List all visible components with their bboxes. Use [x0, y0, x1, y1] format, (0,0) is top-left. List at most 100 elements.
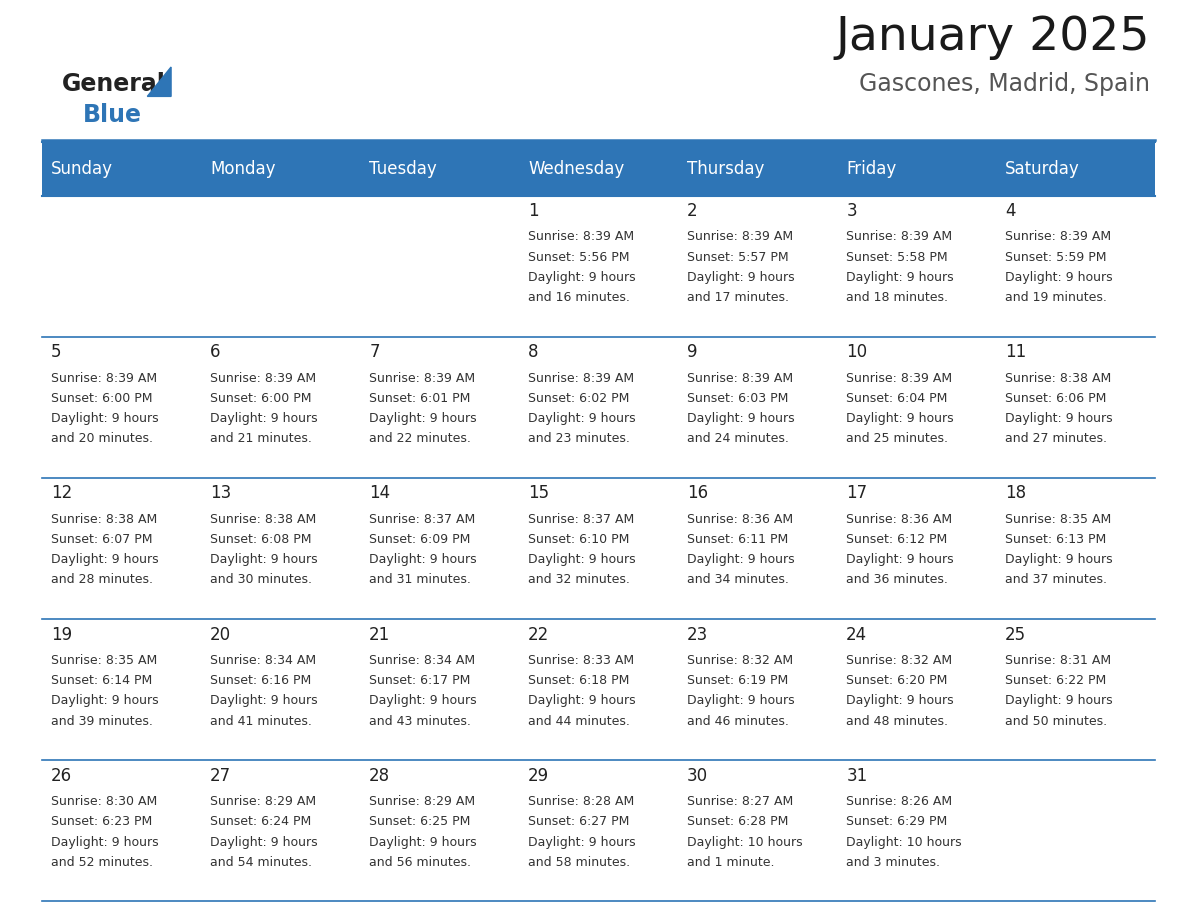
- Text: Sunset: 6:22 PM: Sunset: 6:22 PM: [1005, 674, 1106, 688]
- Text: 20: 20: [210, 625, 232, 644]
- Text: Daylight: 9 hours: Daylight: 9 hours: [846, 412, 954, 425]
- Bar: [836, 337, 996, 478]
- Text: Daylight: 10 hours: Daylight: 10 hours: [687, 835, 803, 848]
- Bar: [677, 337, 836, 478]
- Text: Daylight: 9 hours: Daylight: 9 hours: [687, 694, 795, 708]
- Text: Sunset: 6:11 PM: Sunset: 6:11 PM: [687, 533, 789, 546]
- Text: 1: 1: [529, 202, 539, 220]
- Text: Daylight: 9 hours: Daylight: 9 hours: [210, 554, 317, 566]
- Text: Daylight: 9 hours: Daylight: 9 hours: [210, 835, 317, 848]
- Text: Sunrise: 8:35 AM: Sunrise: 8:35 AM: [1005, 513, 1112, 526]
- Text: Friday: Friday: [846, 160, 897, 178]
- Bar: [42, 619, 201, 760]
- Text: Sunset: 6:23 PM: Sunset: 6:23 PM: [51, 815, 152, 828]
- Bar: [836, 760, 996, 901]
- Bar: [201, 196, 360, 337]
- Text: Sunrise: 8:37 AM: Sunrise: 8:37 AM: [369, 513, 475, 526]
- Text: 30: 30: [687, 767, 708, 785]
- Text: and 46 minutes.: and 46 minutes.: [687, 714, 789, 728]
- Text: Sunset: 6:18 PM: Sunset: 6:18 PM: [529, 674, 630, 688]
- Text: and 48 minutes.: and 48 minutes.: [846, 714, 948, 728]
- Text: Sunrise: 8:38 AM: Sunrise: 8:38 AM: [51, 513, 157, 526]
- Bar: [201, 142, 360, 196]
- Text: Sunrise: 8:39 AM: Sunrise: 8:39 AM: [369, 372, 475, 385]
- Text: Sunset: 6:25 PM: Sunset: 6:25 PM: [369, 815, 470, 828]
- Text: Sunset: 6:12 PM: Sunset: 6:12 PM: [846, 533, 948, 546]
- Text: Sunrise: 8:29 AM: Sunrise: 8:29 AM: [369, 795, 475, 808]
- Text: and 54 minutes.: and 54 minutes.: [210, 856, 312, 868]
- Bar: [519, 760, 677, 901]
- Bar: [996, 478, 1155, 619]
- Bar: [996, 196, 1155, 337]
- Text: Sunrise: 8:39 AM: Sunrise: 8:39 AM: [687, 372, 794, 385]
- Text: Daylight: 9 hours: Daylight: 9 hours: [1005, 412, 1113, 425]
- Text: Thursday: Thursday: [687, 160, 765, 178]
- Text: 28: 28: [369, 767, 390, 785]
- Text: Sunrise: 8:34 AM: Sunrise: 8:34 AM: [369, 654, 475, 667]
- Text: 5: 5: [51, 343, 62, 361]
- Text: Sunrise: 8:39 AM: Sunrise: 8:39 AM: [210, 372, 316, 385]
- Text: and 31 minutes.: and 31 minutes.: [369, 574, 470, 587]
- Text: Sunrise: 8:38 AM: Sunrise: 8:38 AM: [210, 513, 316, 526]
- Text: 6: 6: [210, 343, 221, 361]
- Text: Sunrise: 8:29 AM: Sunrise: 8:29 AM: [210, 795, 316, 808]
- Text: Blue: Blue: [83, 103, 143, 127]
- Text: Sunday: Sunday: [51, 160, 113, 178]
- Text: 19: 19: [51, 625, 72, 644]
- Bar: [677, 196, 836, 337]
- Text: and 22 minutes.: and 22 minutes.: [369, 432, 470, 445]
- Text: Sunset: 6:19 PM: Sunset: 6:19 PM: [687, 674, 789, 688]
- Text: 27: 27: [210, 767, 232, 785]
- Text: Sunset: 6:10 PM: Sunset: 6:10 PM: [529, 533, 630, 546]
- Text: Sunset: 6:24 PM: Sunset: 6:24 PM: [210, 815, 311, 828]
- Text: and 41 minutes.: and 41 minutes.: [210, 714, 312, 728]
- Text: Daylight: 9 hours: Daylight: 9 hours: [210, 694, 317, 708]
- Bar: [42, 142, 201, 196]
- Bar: [677, 619, 836, 760]
- Text: 16: 16: [687, 485, 708, 502]
- Text: and 37 minutes.: and 37 minutes.: [1005, 574, 1107, 587]
- Bar: [360, 478, 519, 619]
- Text: Sunset: 6:13 PM: Sunset: 6:13 PM: [1005, 533, 1106, 546]
- Text: Sunset: 5:59 PM: Sunset: 5:59 PM: [1005, 251, 1107, 263]
- Bar: [360, 337, 519, 478]
- Text: 14: 14: [369, 485, 390, 502]
- Bar: [677, 142, 836, 196]
- Text: Daylight: 9 hours: Daylight: 9 hours: [687, 554, 795, 566]
- Text: and 28 minutes.: and 28 minutes.: [51, 574, 153, 587]
- Text: Sunrise: 8:26 AM: Sunrise: 8:26 AM: [846, 795, 953, 808]
- Text: and 58 minutes.: and 58 minutes.: [529, 856, 631, 868]
- Text: Sunset: 5:56 PM: Sunset: 5:56 PM: [529, 251, 630, 263]
- Text: Daylight: 9 hours: Daylight: 9 hours: [369, 554, 476, 566]
- Text: 21: 21: [369, 625, 391, 644]
- Text: and 1 minute.: and 1 minute.: [687, 856, 775, 868]
- Text: Sunrise: 8:32 AM: Sunrise: 8:32 AM: [846, 654, 953, 667]
- Text: 24: 24: [846, 625, 867, 644]
- Bar: [996, 760, 1155, 901]
- Text: Sunrise: 8:39 AM: Sunrise: 8:39 AM: [1005, 230, 1111, 243]
- Text: Sunset: 6:06 PM: Sunset: 6:06 PM: [1005, 392, 1106, 405]
- Text: Sunset: 6:01 PM: Sunset: 6:01 PM: [369, 392, 470, 405]
- Text: Sunrise: 8:39 AM: Sunrise: 8:39 AM: [529, 230, 634, 243]
- Bar: [42, 760, 201, 901]
- Text: Tuesday: Tuesday: [369, 160, 437, 178]
- Bar: [201, 478, 360, 619]
- Text: and 20 minutes.: and 20 minutes.: [51, 432, 153, 445]
- Bar: [360, 142, 519, 196]
- Text: and 43 minutes.: and 43 minutes.: [369, 714, 470, 728]
- Text: 13: 13: [210, 485, 232, 502]
- Text: Sunrise: 8:32 AM: Sunrise: 8:32 AM: [687, 654, 794, 667]
- Text: Daylight: 9 hours: Daylight: 9 hours: [210, 412, 317, 425]
- Bar: [519, 142, 677, 196]
- Text: Daylight: 9 hours: Daylight: 9 hours: [369, 412, 476, 425]
- Text: Sunrise: 8:28 AM: Sunrise: 8:28 AM: [529, 795, 634, 808]
- Text: Daylight: 9 hours: Daylight: 9 hours: [846, 554, 954, 566]
- Text: 25: 25: [1005, 625, 1026, 644]
- Text: and 27 minutes.: and 27 minutes.: [1005, 432, 1107, 445]
- Bar: [836, 196, 996, 337]
- Text: Daylight: 9 hours: Daylight: 9 hours: [529, 271, 636, 284]
- Bar: [519, 478, 677, 619]
- Text: Sunrise: 8:37 AM: Sunrise: 8:37 AM: [529, 513, 634, 526]
- Text: Sunset: 6:20 PM: Sunset: 6:20 PM: [846, 674, 948, 688]
- Text: 10: 10: [846, 343, 867, 361]
